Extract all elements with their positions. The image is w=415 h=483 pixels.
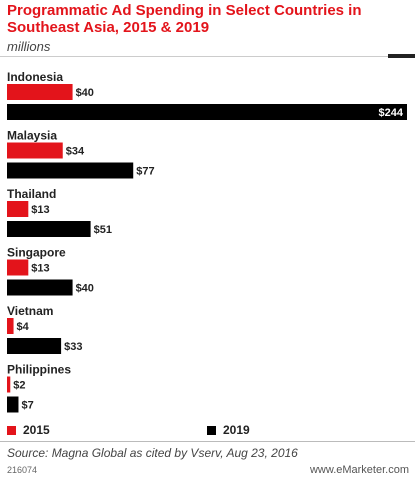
bar-vietnam-2019 (7, 338, 62, 354)
bar-malaysia-2015 (7, 142, 63, 159)
chart-subtitle: millions (7, 39, 51, 54)
bar-thailand-2015 (7, 201, 29, 217)
bar-indonesia-2015 (7, 84, 73, 100)
value-label-thailand-2019: $51 (94, 224, 112, 236)
value-label-malaysia-2019: $77 (136, 166, 154, 178)
footer-divider (0, 441, 415, 442)
category-label-malaysia: Malaysia (7, 129, 57, 143)
bar-indonesia-2019 (7, 104, 407, 120)
top-divider-accent (388, 54, 415, 58)
legend-label-2015: 2015 (23, 423, 50, 437)
value-label-indonesia-2015: $40 (76, 87, 94, 99)
legend-item-2015: 2015 (7, 423, 50, 437)
bar-philippines-2019 (7, 396, 19, 413)
category-label-philippines: Philippines (7, 363, 71, 377)
value-label-philippines-2015: $2 (13, 380, 25, 392)
bar-thailand-2019 (7, 221, 91, 237)
value-label-vietnam-2015: $4 (17, 321, 30, 333)
brand-logo: www.eMarketer.com (309, 464, 409, 476)
category-label-singapore: Singapore (7, 246, 66, 260)
category-label-thailand: Thailand (7, 187, 56, 201)
legend-label-2019: 2019 (223, 423, 250, 437)
top-divider (0, 56, 415, 57)
legend-swatch-2019 (207, 425, 216, 435)
bar-vietnam-2015 (7, 318, 14, 334)
bar-philippines-2015 (7, 376, 11, 393)
value-label-malaysia-2015: $34 (66, 146, 85, 158)
source-note: Source: Magna Global as cited by Vserv, … (7, 446, 298, 460)
legend-item-2019: 2019 (207, 423, 250, 437)
value-label-philippines-2019: $7 (21, 400, 33, 412)
category-label-indonesia: Indonesia (7, 70, 63, 84)
value-label-indonesia-2019: $244 (379, 107, 404, 119)
bar-malaysia-2019 (7, 162, 134, 179)
value-label-vietnam-2019: $33 (64, 341, 82, 353)
value-label-singapore-2015: $13 (31, 263, 49, 275)
bar-singapore-2019 (7, 279, 73, 296)
value-label-thailand-2015: $13 (31, 204, 49, 216)
legend-swatch-2015 (7, 425, 16, 435)
bar-singapore-2015 (7, 259, 29, 276)
chart-title: Programmatic Ad Spending in Select Count… (7, 2, 362, 36)
value-label-singapore-2019: $40 (76, 283, 94, 295)
category-label-vietnam: Vietnam (7, 304, 53, 318)
chart-id: 216074 (7, 465, 38, 475)
